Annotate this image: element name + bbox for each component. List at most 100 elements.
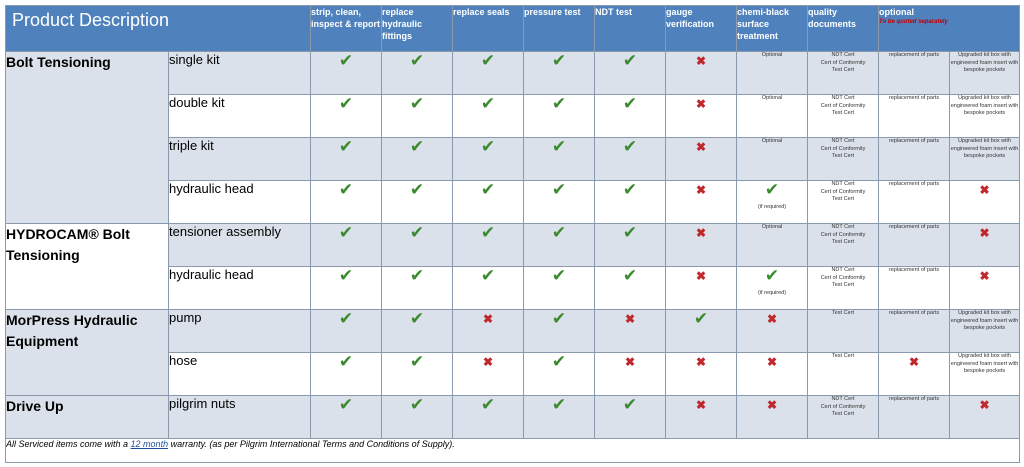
tick-icon: ✔ xyxy=(409,223,425,242)
tick-icon: ✔ xyxy=(622,395,638,414)
optional-kit-box: Upgraded kit box with engineered foam in… xyxy=(949,94,1021,138)
col-ndt-test: NDT test xyxy=(594,5,667,52)
optional-note: To be quoted separately xyxy=(879,19,948,25)
tick-icon: ✔ xyxy=(622,180,638,199)
cross-icon: ✖ xyxy=(979,269,990,283)
chemi-optional: Optional xyxy=(736,51,809,95)
cross-icon: ✖ xyxy=(482,355,494,369)
cross-icon: ✖ xyxy=(908,355,920,369)
optional-parts: replacement of parts xyxy=(878,137,951,181)
tick-icon: ✔ xyxy=(551,309,567,328)
tick-icon: ✔ xyxy=(764,266,780,285)
quality-docs: NDT Cert Cert of Conformity Test Cert xyxy=(807,223,880,267)
footer-12-month: 12 month xyxy=(130,439,169,450)
optional-parts: replacement of parts xyxy=(878,94,951,138)
cross-icon: ✖ xyxy=(766,312,778,326)
tick-icon: ✔ xyxy=(409,51,425,70)
optional-parts: replacement of parts xyxy=(878,266,951,310)
footer-text-pre: All Serviced items come with a xyxy=(6,439,131,450)
item-label: tensioner assembly xyxy=(167,223,312,267)
chemi-optional: Optional xyxy=(736,223,809,267)
tick-icon: ✔ xyxy=(480,180,496,199)
optional-kit-box: Upgraded kit box with engineered foam in… xyxy=(949,51,1021,95)
table-row: hose ✔ ✔ ✖ ✔ ✖ ✖ ✖ Test Cert ✖ Upgraded … xyxy=(6,352,1021,396)
quality-docs: NDT Cert Cert of Conformity Test Cert xyxy=(807,266,880,310)
table-row: hydraulic head ✔ ✔ ✔ ✔ ✔ ✖ ✔ (if required… xyxy=(6,180,1021,224)
chemi-if-required: ✔ (if required) xyxy=(736,180,809,224)
group-drive-up: Drive Up xyxy=(5,395,169,439)
tick-icon: ✔ xyxy=(480,94,496,113)
footer-text-post: warranty. (as per Pilgrim International … xyxy=(168,439,455,450)
optional-parts: replacement of parts xyxy=(878,309,951,353)
if-required-note: (if required) xyxy=(757,290,787,296)
quality-docs: Test Cert xyxy=(807,309,880,353)
group-bolt-tensioning: Bolt Tensioning xyxy=(5,51,169,224)
chemi-optional: Optional xyxy=(736,137,809,181)
tick-icon: ✔ xyxy=(338,395,354,414)
col-gauge-verification: gauge verification xyxy=(665,5,738,52)
tick-icon: ✔ xyxy=(480,266,496,285)
cross-icon: ✖ xyxy=(695,140,707,154)
product-description-header: Product Description xyxy=(4,5,312,52)
group-hydrocam: HYDROCAM® Bolt Tensioning xyxy=(5,223,169,310)
tick-icon: ✔ xyxy=(409,395,425,414)
optional-kit-box: Upgraded kit box with engineered foam in… xyxy=(949,309,1021,353)
tick-icon: ✔ xyxy=(551,266,567,285)
cross-icon: ✖ xyxy=(695,269,707,283)
item-label: pump xyxy=(167,309,312,353)
cross-icon: ✖ xyxy=(695,54,707,68)
tick-icon: ✔ xyxy=(551,352,567,371)
col-optional: optional To be quoted separately xyxy=(878,5,1021,52)
item-label: hydraulic head xyxy=(167,266,312,310)
col-chemi-black: chemi-black surface treatment xyxy=(736,5,809,52)
tick-icon: ✔ xyxy=(409,309,425,328)
optional-parts: replacement of parts xyxy=(878,395,951,439)
quality-docs: NDT Cert Cert of Conformity Test Cert xyxy=(807,180,880,224)
table-row: MorPress Hydraulic Equipment pump ✔ ✔ ✖ … xyxy=(5,309,1021,396)
cross-icon: ✖ xyxy=(979,226,990,240)
quality-docs: Test Cert xyxy=(807,352,880,396)
tick-icon: ✔ xyxy=(480,223,496,242)
cross-icon: ✖ xyxy=(695,398,707,412)
optional-kit-box: Upgraded kit box with engineered foam in… xyxy=(949,352,1021,396)
cross-icon: ✖ xyxy=(624,312,636,326)
tick-icon: ✔ xyxy=(551,51,567,70)
cross-icon: ✖ xyxy=(624,355,636,369)
optional-parts: replacement of parts xyxy=(878,51,951,95)
tick-icon: ✔ xyxy=(480,395,496,414)
tick-icon: ✔ xyxy=(480,137,496,156)
table-row: HYDROCAM® Bolt Tensioning tensioner asse… xyxy=(5,223,1021,310)
tick-icon: ✔ xyxy=(480,51,496,70)
tick-icon: ✔ xyxy=(693,309,709,328)
quality-docs: NDT Cert Cert of Conformity Test Cert xyxy=(807,94,880,138)
cross-icon: ✖ xyxy=(979,398,990,412)
cross-icon: ✖ xyxy=(482,312,494,326)
col-pressure-test: pressure test xyxy=(523,5,596,52)
tick-icon: ✔ xyxy=(622,137,638,156)
quality-docs: NDT Cert Cert of Conformity Test Cert xyxy=(807,395,880,439)
item-label: hydraulic head xyxy=(167,180,312,224)
service-matrix-table: Product Description strip, clean, inspec… xyxy=(4,5,1021,463)
cross-icon: ✖ xyxy=(979,183,990,197)
tick-icon: ✔ xyxy=(338,94,354,113)
tick-icon: ✔ xyxy=(409,352,425,371)
tick-icon: ✔ xyxy=(622,266,638,285)
col-replace-seals: replace seals xyxy=(452,5,525,52)
tick-icon: ✔ xyxy=(338,309,354,328)
table-row: triple kit ✔ ✔ ✔ ✔ ✔ ✖ Optional NDT Cert… xyxy=(6,137,1021,181)
item-label: triple kit xyxy=(167,137,312,181)
tick-icon: ✔ xyxy=(551,137,567,156)
cross-icon: ✖ xyxy=(695,355,707,369)
cross-icon: ✖ xyxy=(766,355,778,369)
chemi-optional: Optional xyxy=(736,94,809,138)
tick-icon: ✔ xyxy=(551,223,567,242)
col-replace-fittings: replace hydraulic fittings xyxy=(381,5,454,52)
item-label: hose xyxy=(167,352,312,396)
tick-icon: ✔ xyxy=(338,137,354,156)
optional-parts: replacement of parts xyxy=(878,180,951,224)
tick-icon: ✔ xyxy=(409,94,425,113)
tick-icon: ✔ xyxy=(622,51,638,70)
tick-icon: ✔ xyxy=(338,51,354,70)
optional-parts: replacement of parts xyxy=(878,223,951,267)
tick-icon: ✔ xyxy=(409,137,425,156)
